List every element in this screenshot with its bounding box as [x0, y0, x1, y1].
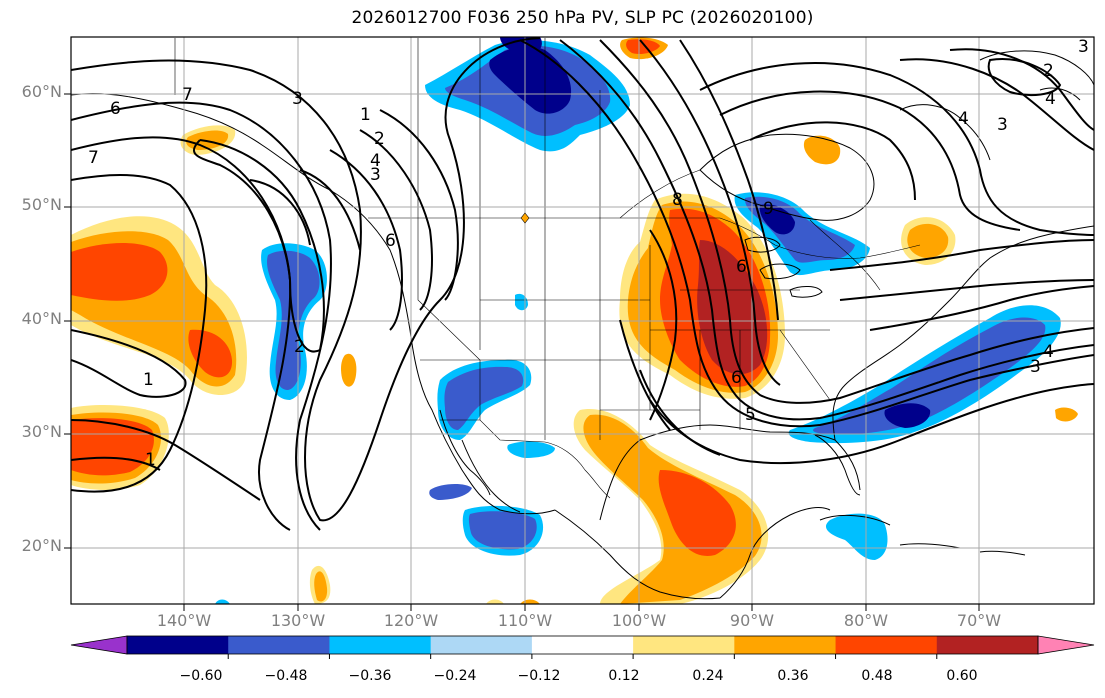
contour-label: 4 — [370, 151, 381, 171]
contour-labels: 6 7 7 3 1 2 4 3 6 2 1 1 8 9 6 5 6 4 3 4 … — [88, 37, 1089, 470]
colorbar-swatch — [228, 636, 330, 654]
map-area: 6 7 7 3 1 2 4 3 6 2 1 1 8 9 6 5 6 4 3 4 … — [71, 37, 1094, 604]
lat-label-30n: 30°N — [21, 422, 62, 441]
contour-label: 2 — [294, 337, 305, 357]
colorbar-swatch — [633, 636, 735, 654]
colorbar-tick-label: −0.24 — [433, 668, 477, 684]
contour-label: 2 — [374, 129, 385, 149]
contour-label: 6 — [110, 99, 121, 119]
contour-label: 1 — [143, 370, 154, 390]
station-marker — [520, 212, 530, 224]
colorbar-tick-label: 0.12 — [608, 668, 640, 684]
lon-label-90w: 90°W — [729, 611, 775, 630]
axis-ticks — [64, 93, 980, 611]
contour-label: 2 — [1043, 61, 1054, 81]
contour-label: 4 — [1045, 89, 1056, 109]
contour-label: 5 — [745, 405, 756, 425]
colorbar-tick-label: −0.36 — [348, 668, 392, 684]
colorbar-swatch — [430, 636, 533, 654]
colorbar-swatch — [127, 636, 229, 654]
colorbar-tick-label: 0.48 — [861, 668, 893, 684]
colorbar-swatch — [329, 636, 432, 654]
contour-label: 6 — [736, 257, 747, 277]
lon-label-140w: 140°W — [156, 611, 212, 630]
lon-label-120w: 120°W — [383, 611, 439, 630]
slp-contours — [71, 37, 1094, 531]
colorbar-extend-max — [1037, 635, 1095, 655]
lat-label-20n: 20°N — [21, 536, 62, 555]
colorbar-swatch — [734, 636, 837, 654]
colorbar-tick-label: 0.36 — [777, 668, 809, 684]
contour-label: 3 — [370, 165, 381, 185]
contour-label: 6 — [731, 368, 742, 388]
contour-label: 7 — [88, 148, 99, 168]
lat-label-40n: 40°N — [21, 309, 62, 328]
lon-label-110w: 110°W — [497, 611, 553, 630]
contour-label: 8 — [672, 190, 683, 210]
contour-label: 7 — [182, 85, 193, 105]
contour-label: 4 — [958, 109, 969, 129]
colorbar-frame — [126, 635, 1039, 655]
lon-label-70w: 70°W — [956, 611, 1002, 630]
contour-label: 4 — [1043, 342, 1054, 362]
colorbar-extend-min — [70, 635, 128, 655]
colorbar — [70, 635, 1095, 659]
colorbar-tick-label: −0.48 — [264, 668, 308, 684]
contour-label: 9 — [763, 199, 774, 219]
colorbar-tick-label: 0.60 — [946, 668, 978, 684]
contour-label: 3 — [997, 115, 1008, 135]
colorbar-tick-label: −0.12 — [517, 668, 561, 684]
lon-label-130w: 130°W — [270, 611, 326, 630]
contour-label: 3 — [1078, 37, 1089, 57]
lon-label-80w: 80°W — [843, 611, 889, 630]
contour-label: 3 — [292, 89, 303, 109]
colorbar-swatch — [835, 636, 938, 654]
contour-label: 1 — [145, 450, 156, 470]
borders — [174, 38, 921, 499]
lat-label-60n: 60°N — [21, 82, 62, 101]
contour-label: 6 — [385, 231, 396, 251]
lat-label-50n: 50°N — [21, 195, 62, 214]
map-title: 2026012700 F036 250 hPa PV, SLP PC (2026… — [351, 8, 814, 28]
coastlines — [71, 50, 1094, 600]
contour-label: 3 — [1030, 357, 1041, 377]
colorbar-swatch — [936, 636, 1039, 654]
colorbar-tick-label: −0.60 — [179, 668, 223, 684]
colorbar-swatch — [531, 636, 634, 654]
contour-label: 1 — [360, 105, 371, 125]
lon-label-100w: 100°W — [611, 611, 667, 630]
colorbar-tick-label: 0.24 — [692, 668, 724, 684]
